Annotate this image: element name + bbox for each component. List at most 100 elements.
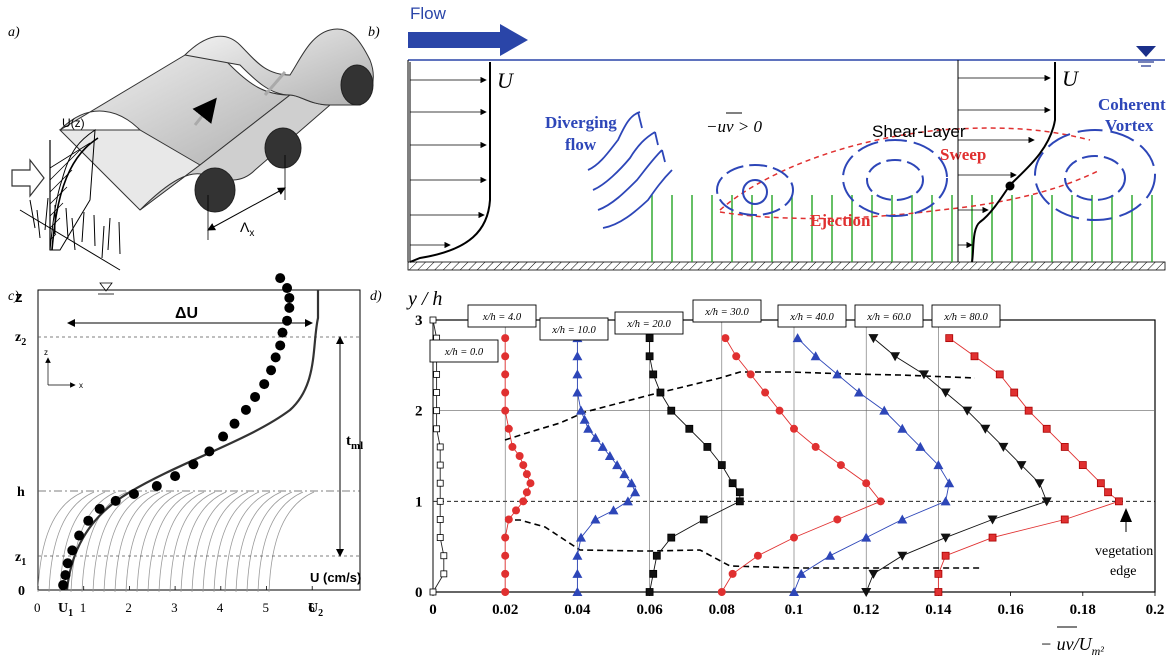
canopy-arcs bbox=[37, 491, 315, 593]
d-marker bbox=[833, 515, 842, 524]
canopy-stems bbox=[651, 195, 1153, 262]
d-marker bbox=[436, 461, 444, 469]
d-marker bbox=[879, 405, 890, 415]
u2-label: U2 bbox=[308, 601, 323, 619]
d-marker bbox=[645, 352, 654, 361]
d-marker bbox=[980, 424, 991, 434]
d-marker bbox=[612, 460, 623, 470]
d-marker bbox=[825, 550, 836, 560]
panel-a-label: a) bbox=[8, 25, 20, 40]
panel-c-frame bbox=[37, 289, 361, 591]
canopy-arc bbox=[147, 491, 194, 593]
d-marker bbox=[988, 533, 997, 542]
canopy-arc bbox=[169, 491, 216, 593]
c-x-tick-label: 0 bbox=[34, 600, 41, 615]
canopy-arc bbox=[246, 491, 293, 593]
d-marker bbox=[897, 514, 908, 524]
c-data-point bbox=[58, 580, 69, 591]
d-marker bbox=[649, 370, 658, 379]
d-marker bbox=[433, 370, 441, 378]
vortex-small bbox=[716, 164, 794, 216]
c-data-point bbox=[250, 391, 261, 402]
c-z-axis-title: z bbox=[15, 289, 23, 306]
d-marker bbox=[792, 333, 803, 343]
rotation-arrow bbox=[192, 97, 217, 126]
d-marker bbox=[1096, 479, 1105, 488]
d-marker bbox=[433, 407, 441, 415]
d-x-tick-label: 0.02 bbox=[492, 602, 518, 618]
d-marker bbox=[656, 388, 665, 397]
d-marker bbox=[897, 551, 908, 561]
water-level-icon bbox=[1136, 46, 1156, 57]
tml-label: tml bbox=[346, 433, 363, 452]
right-velocity-profile bbox=[971, 62, 1056, 263]
d-marker bbox=[717, 588, 726, 596]
c-data-points bbox=[58, 273, 295, 591]
c-x-tick-label: 6 bbox=[308, 600, 315, 615]
c-data-point bbox=[151, 481, 162, 492]
u-unit-label: U (cm/s) bbox=[310, 570, 361, 585]
c-data-point bbox=[74, 530, 85, 541]
d-marker bbox=[853, 387, 864, 397]
envelope-upper bbox=[504, 371, 976, 441]
d-marker bbox=[501, 551, 510, 560]
u1-label: U1 bbox=[58, 601, 73, 619]
d-series-line bbox=[432, 319, 445, 593]
d-x-ticks: 0 0.02 0.04 0.06 0.08 0.1 0.12 0.14 0.16 0.18 0.2 bbox=[429, 592, 1164, 618]
d-marker bbox=[934, 588, 943, 596]
c-x-ticks: 0 1 2 3 4 5 6 bbox=[34, 586, 315, 615]
d-marker bbox=[576, 405, 587, 415]
d-x-tick-label: 0.2 bbox=[1146, 602, 1165, 618]
d-marker bbox=[735, 497, 744, 506]
sweep-label: Sweep bbox=[940, 145, 986, 164]
d-marker bbox=[619, 469, 630, 479]
d-marker bbox=[1060, 443, 1069, 451]
d-station-box bbox=[692, 299, 762, 323]
d-marker bbox=[868, 569, 879, 579]
z2-label: z2 bbox=[15, 330, 26, 348]
d-y-tick-label: 2 bbox=[415, 404, 423, 420]
c-data-point bbox=[240, 404, 251, 415]
d-marker bbox=[515, 452, 524, 460]
d-y-tick-label: 1 bbox=[415, 494, 423, 510]
d-station-box bbox=[429, 339, 499, 363]
d-marker bbox=[832, 369, 843, 379]
wave-sheet bbox=[183, 28, 374, 106]
vortex-large bbox=[1034, 129, 1156, 221]
panel-d-label: d) bbox=[370, 289, 382, 304]
d-marker bbox=[440, 570, 448, 578]
d-marker bbox=[501, 352, 510, 361]
diverging-label-1: Diverging bbox=[545, 113, 617, 132]
d-marker bbox=[703, 443, 712, 451]
c-data-point bbox=[204, 446, 215, 457]
wave-tube-end bbox=[340, 64, 374, 106]
u-left-label: U bbox=[497, 68, 515, 93]
d-marker bbox=[1034, 479, 1045, 489]
shear-layer-label: Shear-Layer bbox=[872, 122, 966, 141]
h-label: h bbox=[17, 485, 25, 500]
d-x-tick-label: 0 bbox=[429, 602, 437, 618]
d-station-label: x/h = 30.0 bbox=[704, 307, 749, 318]
envelope-lower bbox=[505, 519, 980, 569]
d-marker bbox=[501, 334, 510, 343]
d-marker bbox=[941, 551, 950, 560]
velocity-label: U(z) bbox=[62, 116, 85, 130]
d-marker bbox=[1024, 406, 1033, 415]
d-marker bbox=[572, 587, 583, 596]
c-data-point bbox=[266, 365, 277, 376]
d-marker bbox=[576, 532, 587, 542]
d-marker bbox=[645, 588, 654, 596]
vegetation-label-1: vegetation bbox=[1095, 544, 1153, 559]
d-marker bbox=[753, 551, 762, 560]
d-marker bbox=[1010, 388, 1019, 397]
c-data-point bbox=[270, 352, 281, 363]
d-marker bbox=[522, 470, 531, 479]
ejection-label: Ejection bbox=[810, 211, 871, 230]
d-station-box bbox=[539, 317, 609, 341]
d-marker bbox=[579, 414, 590, 424]
d-series-line bbox=[721, 337, 882, 593]
c-data-point bbox=[60, 570, 71, 581]
c-x-tick-label: 3 bbox=[171, 600, 178, 615]
d-marker bbox=[998, 442, 1009, 452]
d-station-label: x/h = 4.0 bbox=[482, 312, 522, 323]
